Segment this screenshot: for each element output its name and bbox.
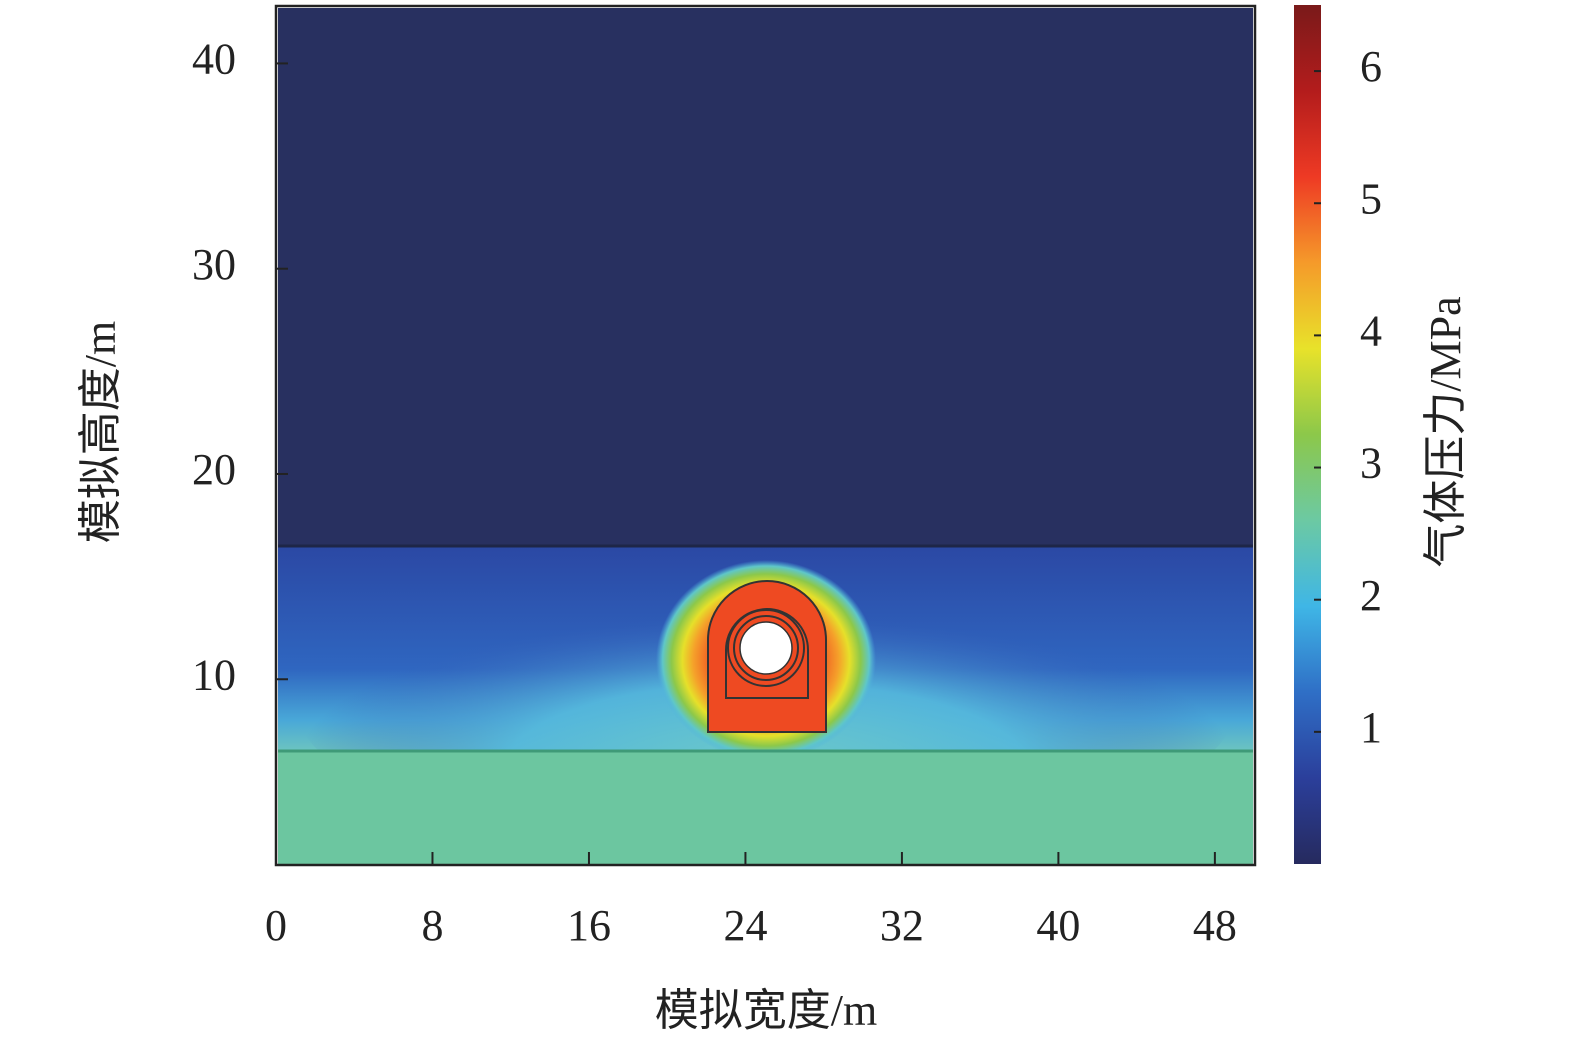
x-tick-label: 16 [567, 901, 611, 950]
y-tick-label: 30 [192, 240, 236, 289]
colorbar-tick-label: 2 [1360, 571, 1382, 620]
colorbar-tick-label: 6 [1360, 42, 1382, 91]
y-tick-label: 10 [192, 650, 236, 699]
colorbar-tick-label: 4 [1360, 306, 1382, 355]
x-tick-label: 32 [880, 901, 924, 950]
x-axis-label: 模拟宽度/m [655, 986, 877, 1035]
x-tick-label: 48 [1193, 901, 1237, 950]
colorbar-tick-label: 3 [1360, 439, 1382, 488]
y-tick-label: 40 [192, 35, 236, 84]
x-tick-label: 40 [1036, 901, 1080, 950]
x-tick-label: 24 [723, 901, 767, 950]
colorbar-label: 气体压力/MPa [1421, 296, 1470, 567]
x-tick-label: 0 [265, 901, 287, 950]
y-axis-label: 模拟高度/m [76, 321, 125, 543]
colorbar [1294, 5, 1321, 864]
x-tick-label: 8 [421, 901, 443, 950]
colorbar-tick-label: 1 [1360, 703, 1382, 752]
colorbar-tick-label: 5 [1360, 174, 1382, 223]
plot-frame [274, 4, 1257, 867]
pressure-field [278, 8, 1253, 864]
y-tick-label: 20 [192, 445, 236, 494]
